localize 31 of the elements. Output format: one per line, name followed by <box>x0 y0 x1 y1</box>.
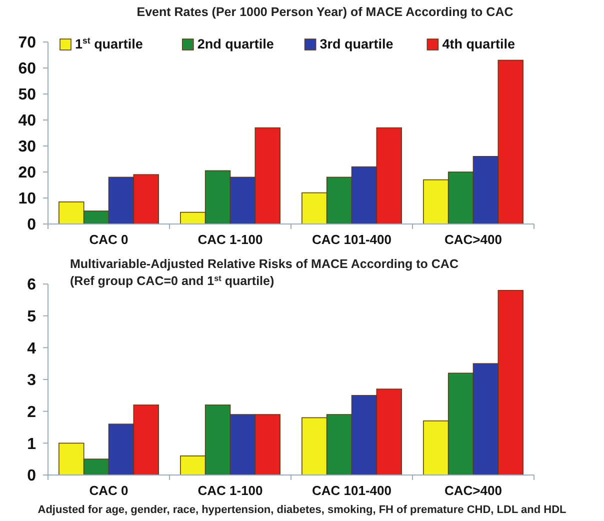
y-tick-label: 70 <box>18 34 36 52</box>
y-tick-label: 20 <box>18 164 36 182</box>
y-tick-label: 0 <box>27 468 36 485</box>
chart-title: Event Rates (Per 1000 Person Year) of MACE According to CAC <box>136 5 514 19</box>
y-tick-label: 10 <box>18 190 36 208</box>
y-tick-label: 2 <box>27 404 36 421</box>
y-tick-label: 0 <box>27 216 36 234</box>
x-tick-label: CAC>400 <box>444 232 502 247</box>
y-tick-label: 6 <box>27 276 36 294</box>
chart-subtitle: (Ref group CAC=0 and 1$^{st}$ quartile) <box>70 274 274 288</box>
y-tick-label: 30 <box>18 138 36 156</box>
x-tick-label: CAC 0 <box>89 483 128 498</box>
legend-label: 3rd quartile <box>320 36 394 52</box>
y-tick-label: 3 <box>27 372 36 390</box>
legend-label: 1$^{st}$ quartile <box>75 36 144 52</box>
chart-title: Multivariable-Adjusted Relative Risks of MACE According to CAC <box>70 257 458 271</box>
y-tick-label: 60 <box>18 60 36 78</box>
x-tick-label: CAC 101-400 <box>312 232 392 247</box>
x-tick-label: CAC>400 <box>444 483 502 498</box>
text: Adjusted for age, gender, race, hypertension, diabetes, smoking, FH of premature CHD, LDL and HDL <box>38 504 567 516</box>
x-tick-label: CAC 0 <box>89 232 128 247</box>
x-tick-label: CAC 101-400 <box>312 483 392 498</box>
y-tick-label: 1 <box>27 436 36 453</box>
x-tick-label: CAC 1-100 <box>198 483 263 498</box>
y-tick-label: 4 <box>27 340 36 358</box>
x-tick-label: CAC 1-100 <box>198 232 263 247</box>
legend-label: 2nd quartile <box>197 36 274 52</box>
legend-label: 4th quartile <box>442 36 516 52</box>
y-tick-label: 5 <box>27 308 36 326</box>
y-tick-label: 50 <box>18 86 36 104</box>
y-tick-label: 40 <box>18 112 36 130</box>
